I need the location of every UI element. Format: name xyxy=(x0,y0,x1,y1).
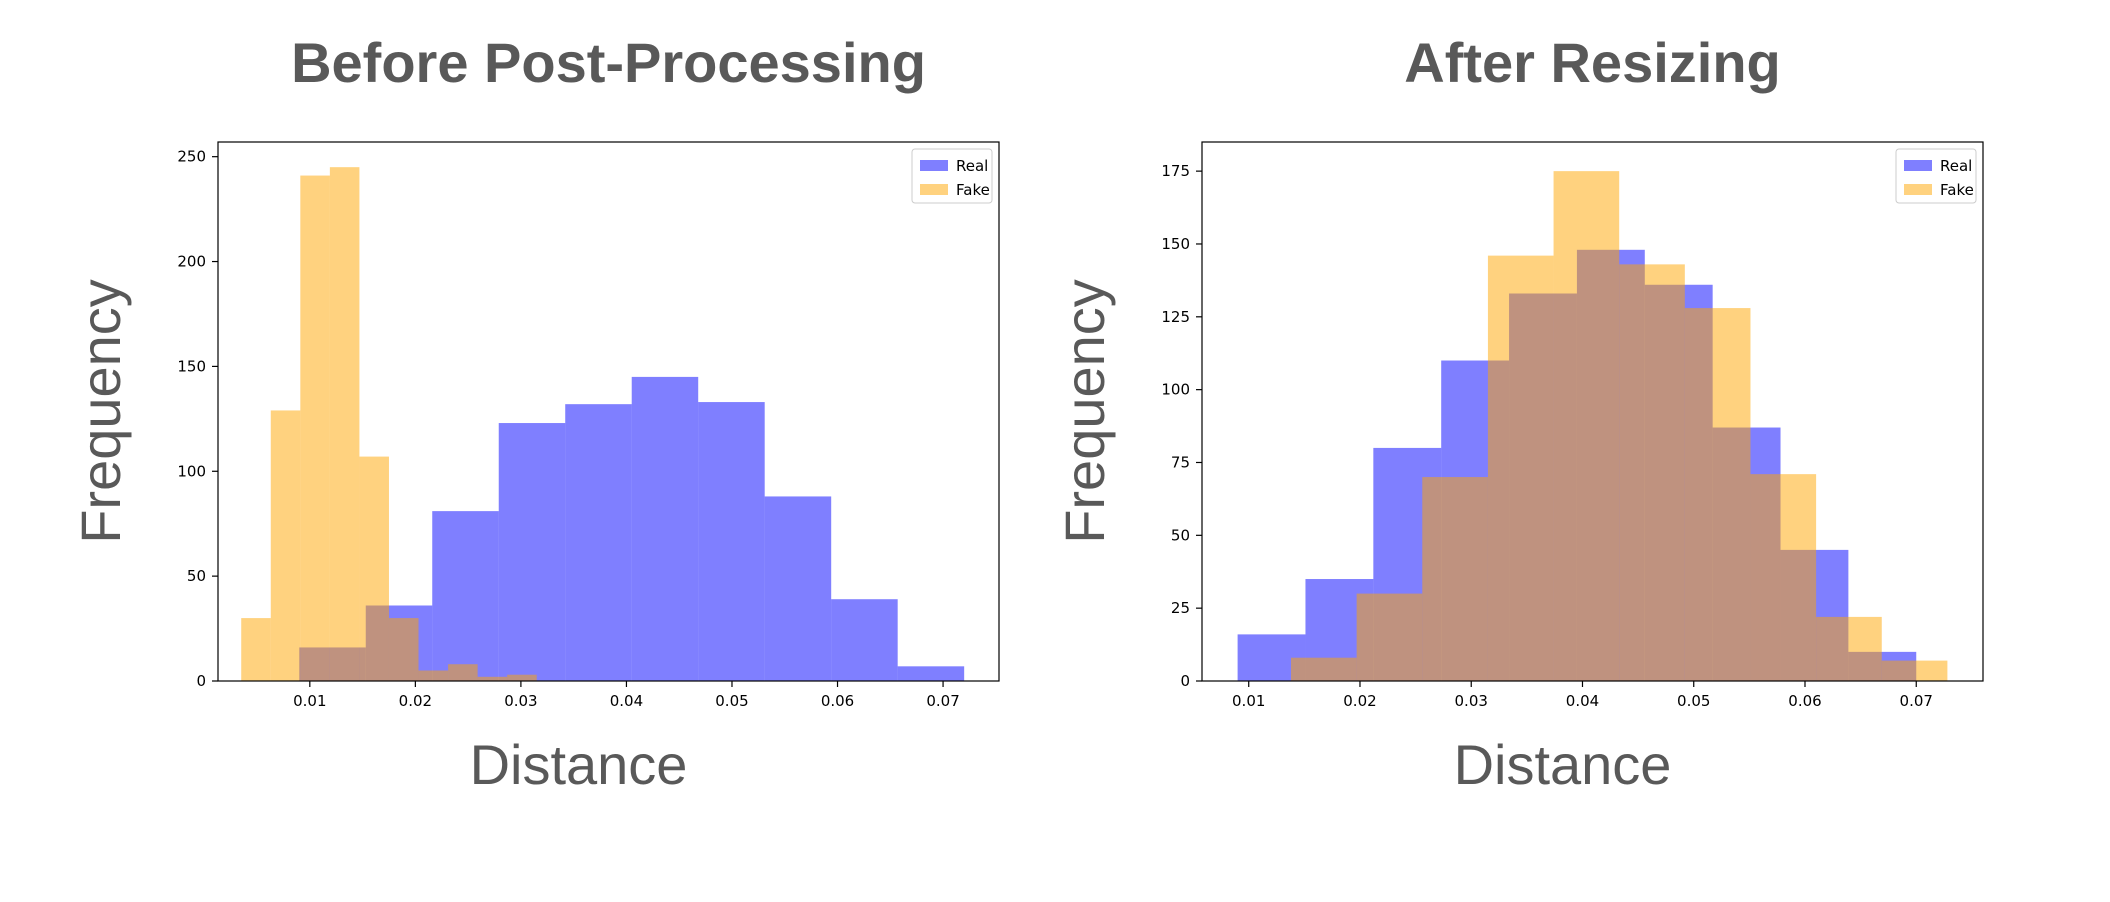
y-tick-label: 0 xyxy=(1180,672,1190,690)
x-axis-title: Distance xyxy=(1454,733,1672,796)
x-tick-label: 0.01 xyxy=(293,692,326,710)
legend-swatch-fake xyxy=(920,184,948,195)
y-tick-label: 150 xyxy=(177,357,206,375)
bar-fake-9 xyxy=(507,674,537,681)
bar-fake-0 xyxy=(241,618,271,681)
y-tick-label: 75 xyxy=(1171,453,1190,471)
bar-fake-2 xyxy=(1422,477,1488,681)
bar-fake-7 xyxy=(1750,474,1817,681)
y-tick-label: 125 xyxy=(1161,308,1190,326)
bar-real-2 xyxy=(432,511,499,681)
chart-panel-1: After Resizing 0.01 0.02 0.03 0.04 0.05 0.06 0.… xyxy=(1053,31,1984,796)
y-tick-label: 50 xyxy=(187,567,206,585)
y-tick-label: 100 xyxy=(177,462,206,480)
x-tick-label: 0.07 xyxy=(1900,692,1933,710)
bar-fake-3 xyxy=(1487,255,1554,682)
bar-fake-4 xyxy=(1553,171,1620,681)
legend: Real Fake xyxy=(1895,148,1977,204)
bar-fake-8 xyxy=(1816,616,1882,681)
plot-frame xyxy=(1201,141,1984,682)
x-tick-label: 0.03 xyxy=(504,692,537,710)
chart-title: After Resizing xyxy=(1404,31,1781,94)
x-tick-label: 0.04 xyxy=(610,692,643,710)
bar-real-4 xyxy=(565,404,632,681)
bar-real-9 xyxy=(897,666,965,681)
chart-title: Before Post-Processing xyxy=(291,31,926,94)
y-axis-title: Frequency xyxy=(1053,279,1116,544)
bar-real-8 xyxy=(831,599,898,681)
x-tick-label: 0.07 xyxy=(926,692,959,710)
series-fake xyxy=(1291,171,1948,682)
x-tick-label: 0.06 xyxy=(821,692,854,710)
y-tick-label: 0 xyxy=(196,672,206,690)
y-tick-label: 150 xyxy=(1161,235,1190,253)
y-tick-label: 50 xyxy=(1171,526,1190,544)
legend-swatch-real xyxy=(920,160,948,171)
bar-real-5 xyxy=(631,376,699,681)
bar-fake-6 xyxy=(418,670,449,681)
y-axis-title: Frequency xyxy=(69,279,132,544)
x-tick-label: 0.03 xyxy=(1455,692,1488,710)
y-tick-label: 200 xyxy=(177,253,206,271)
bar-fake-1 xyxy=(270,410,301,681)
series-real xyxy=(299,376,965,681)
bar-fake-4 xyxy=(359,456,389,681)
x-tick-label: 0.02 xyxy=(399,692,432,710)
bar-fake-3 xyxy=(329,167,360,682)
bar-fake-6 xyxy=(1684,308,1751,681)
legend-swatch-real xyxy=(1904,160,1932,171)
series-fake xyxy=(241,167,537,682)
bar-fake-2 xyxy=(300,175,330,681)
x-tick-label: 0.05 xyxy=(1677,692,1710,710)
y-tick-label: 175 xyxy=(1161,162,1190,180)
bar-fake-7 xyxy=(448,664,478,681)
legend-swatch-fake xyxy=(1904,184,1932,195)
bar-fake-5 xyxy=(388,618,419,681)
legend-label-fake: Fake xyxy=(956,181,990,199)
y-tick-label: 250 xyxy=(177,148,206,166)
bar-fake-0 xyxy=(1291,657,1357,681)
legend-label-real: Real xyxy=(956,157,988,175)
x-tick-label: 0.04 xyxy=(1566,692,1599,710)
x-tick-label: 0.05 xyxy=(715,692,748,710)
legend-label-real: Real xyxy=(1940,157,1972,175)
bar-fake-5 xyxy=(1619,264,1685,681)
chart-panel-0: Before Post-Processing 0.01 0.02 0.03 0.04 0.… xyxy=(69,31,1000,796)
plot-frame xyxy=(217,141,1000,682)
bar-fake-1 xyxy=(1356,593,1423,681)
bar-real-7 xyxy=(764,496,832,681)
bar-fake-8 xyxy=(477,676,508,681)
bar-real-3 xyxy=(498,423,566,681)
x-tick-label: 0.01 xyxy=(1232,692,1265,710)
x-tick-label: 0.06 xyxy=(1788,692,1821,710)
x-tick-label: 0.02 xyxy=(1343,692,1376,710)
legend-label-fake: Fake xyxy=(1940,181,1974,199)
x-axis-title: Distance xyxy=(470,733,688,796)
bar-fake-9 xyxy=(1881,660,1948,681)
bar-real-6 xyxy=(698,402,765,681)
legend: Real Fake xyxy=(911,148,993,204)
y-tick-label: 100 xyxy=(1161,381,1190,399)
y-tick-label: 25 xyxy=(1171,599,1190,617)
